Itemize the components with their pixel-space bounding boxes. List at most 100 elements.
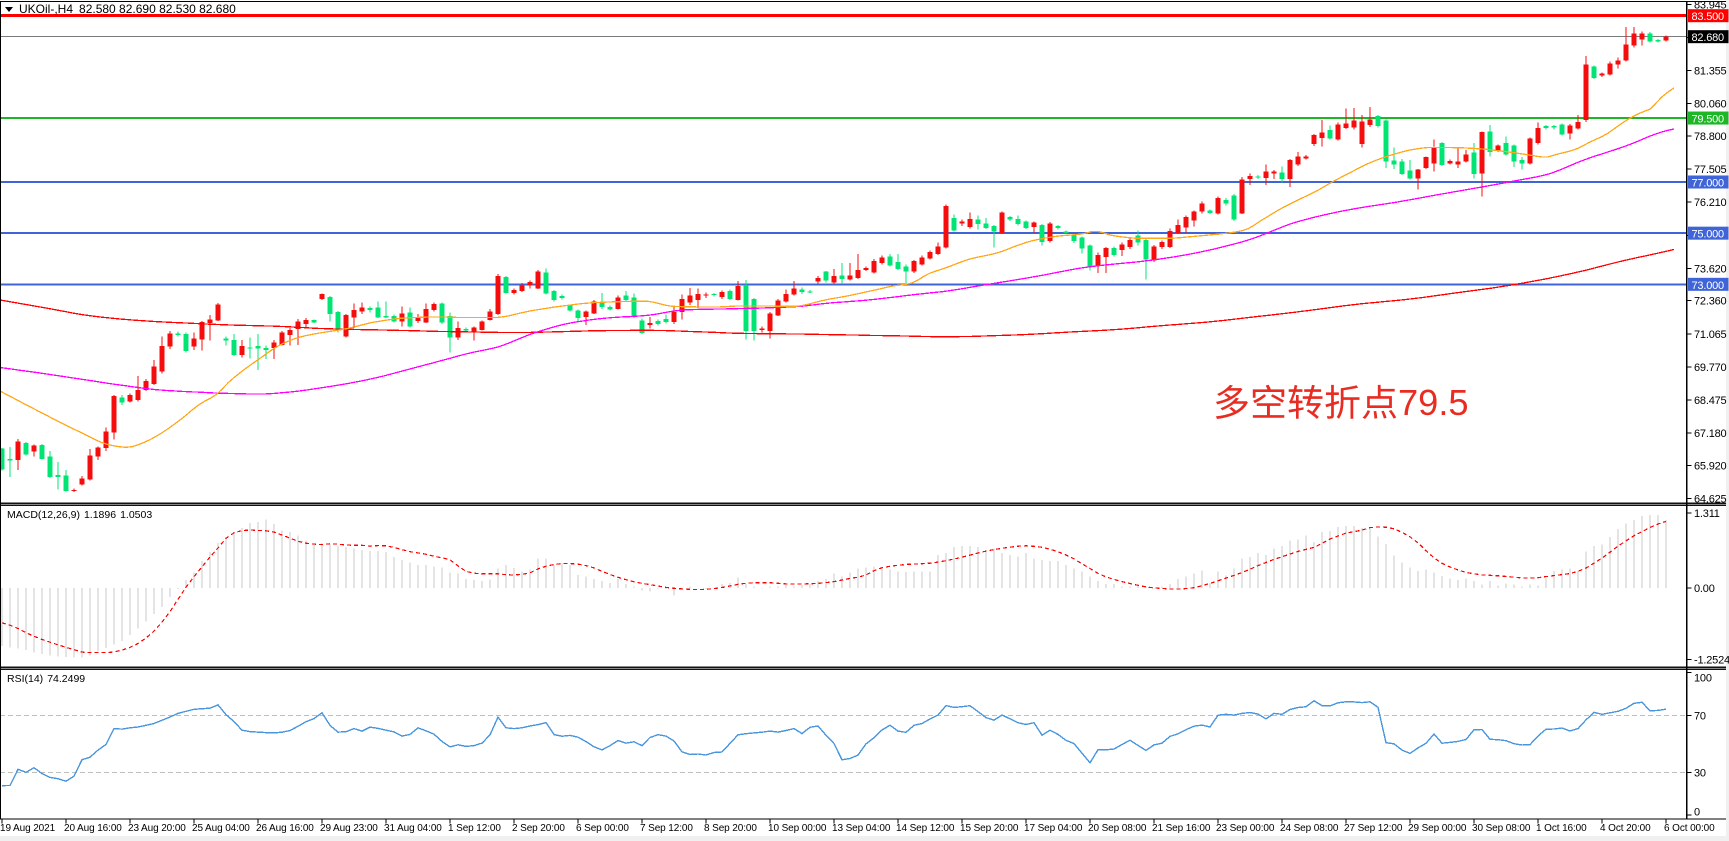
price-badge-label: 77.000 (1692, 177, 1725, 189)
candle-body-up (1167, 231, 1173, 248)
candle-body-up (1447, 160, 1453, 164)
macd-histogram-bar (153, 588, 155, 615)
macd-histogram-bar (1217, 571, 1219, 588)
macd-histogram-bar (1305, 535, 1307, 588)
macd-histogram-bar (241, 528, 243, 588)
time-axis-label: 13 Sep 04:00 (832, 823, 891, 834)
candle-body-up (735, 285, 741, 300)
time-axis-tick (321, 819, 323, 824)
candle-wick (209, 315, 211, 341)
candle-body-down (1255, 176, 1261, 178)
macd-histogram-bar (1473, 581, 1475, 588)
time-axis-tick (1537, 819, 1539, 824)
horizontal-level-line-77 (0, 180, 1687, 183)
macd-rsi-separator-top (0, 666, 1729, 668)
candle-wick (905, 264, 907, 284)
candle-wick (137, 375, 139, 402)
macd-histogram-bar (1145, 586, 1147, 588)
macd-histogram-bar (1601, 544, 1603, 588)
candle-wick (1409, 159, 1411, 180)
chart-menu-arrow-icon[interactable] (5, 7, 13, 12)
candle-body-down (383, 316, 389, 318)
candle-body-down (0, 448, 5, 470)
price-axis-label: 77.505 (1694, 164, 1727, 176)
macd-histogram-bar (289, 532, 291, 588)
macd-histogram-bar (441, 567, 443, 588)
rsi-bottom-border (0, 818, 1729, 820)
macd-histogram-bar (1009, 554, 1011, 588)
time-axis-tick (1665, 819, 1667, 824)
candle-body-up (1359, 121, 1365, 144)
macd-histogram-bar (865, 567, 867, 588)
macd-histogram-bar (929, 571, 931, 588)
candle-body-down (463, 329, 469, 331)
macd-histogram-bar (65, 588, 67, 658)
macd-histogram-bar (281, 530, 283, 588)
candle-body-down (183, 334, 189, 351)
candle-body-down (1543, 125, 1549, 128)
price-axis-tick (1687, 267, 1692, 269)
candle-body-up (1423, 157, 1429, 168)
price-axis-label: 76.210 (1694, 197, 1727, 209)
macd-histogram-bar (233, 533, 235, 588)
macd-histogram-bar (1649, 514, 1651, 588)
macd-histogram-bar (1041, 560, 1043, 588)
price-axis-label: 81.355 (1694, 66, 1727, 78)
price-axis-tick (1687, 135, 1692, 137)
macd-histogram-bar (585, 576, 587, 588)
time-axis-tick (1409, 819, 1411, 824)
candle-body-up (31, 445, 37, 452)
candle-wick (265, 345, 267, 360)
candle-body-up (719, 292, 725, 298)
macd-histogram-bar (649, 588, 651, 592)
rsi-line (1, 699, 1667, 787)
candle-wick (849, 262, 851, 281)
macd-histogram-bar (321, 543, 323, 588)
candle-body-up (615, 297, 621, 309)
candle-body-down (63, 475, 69, 491)
time-axis-label: 24 Sep 08:00 (1280, 823, 1339, 834)
candle-body-up (1495, 145, 1501, 151)
candle-body-down (1223, 199, 1229, 204)
time-axis-label: 30 Sep 08:00 (1472, 823, 1531, 834)
macd-histogram-bar (1465, 578, 1467, 588)
candle-wick (289, 328, 291, 346)
annotation-cjk-glyph (1288, 384, 1323, 419)
candle-body-up (479, 321, 485, 330)
macd-histogram-bar (1449, 578, 1451, 588)
macd-histogram-bar (593, 578, 595, 588)
candle-body-down (575, 310, 581, 318)
candle-body-up (1607, 63, 1613, 75)
price-badge-label: 73.000 (1692, 280, 1725, 292)
candle-body-down (1559, 124, 1565, 135)
time-axis-tick (257, 819, 259, 824)
macd-histogram-bar (1537, 585, 1539, 588)
macd-histogram-bar (1065, 565, 1067, 588)
candle-body-up (815, 277, 821, 282)
candle-body-down (1591, 66, 1597, 78)
price-axis-label: 80.060 (1694, 99, 1727, 111)
candle-body-up (1263, 171, 1269, 178)
candle-body-down (839, 275, 845, 279)
macd-histogram-bar (1361, 528, 1363, 588)
candle-wick (1105, 246, 1107, 274)
macd-histogram-bar (361, 549, 363, 588)
candle-body-up (1663, 36, 1669, 41)
macd-histogram-bar (553, 565, 555, 588)
annotation-cjk-glyph (1362, 384, 1397, 419)
candle-body-up (343, 315, 349, 337)
candle-body-down (751, 299, 757, 331)
candle-body-down (567, 305, 573, 311)
macd-histogram-bar (377, 550, 379, 588)
macd-histogram-bar (497, 568, 499, 588)
macd-histogram-bar (521, 571, 523, 588)
macd-histogram-bar (41, 588, 43, 655)
candle-body-down (631, 297, 637, 317)
candle-body-down (1079, 237, 1085, 249)
candle-body-up (519, 285, 525, 292)
price-axis-label: 71.065 (1694, 329, 1727, 341)
macd-histogram-bar (985, 549, 987, 588)
candle-wick (473, 326, 475, 341)
